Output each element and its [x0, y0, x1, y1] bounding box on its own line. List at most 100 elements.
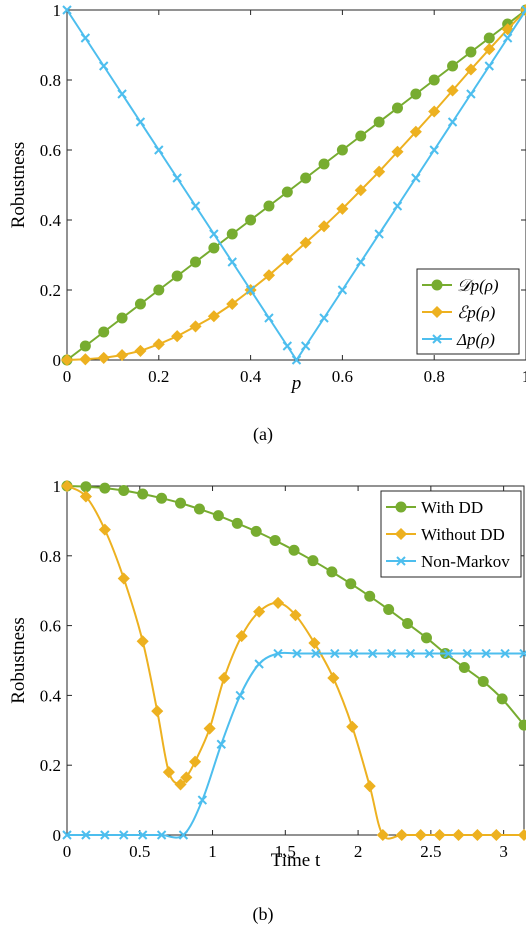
data-point: [154, 145, 164, 155]
data-point: [318, 158, 330, 170]
data-point: [386, 648, 397, 659]
data-point: [336, 144, 348, 156]
data-point: [481, 648, 491, 659]
legend-label: 𝒟p(ρ): [457, 276, 499, 295]
data-point: [226, 297, 239, 311]
data-point: [395, 828, 408, 842]
data-point: [288, 544, 300, 556]
data-point: [308, 636, 321, 650]
data-point: [253, 605, 266, 618]
y-tick-label: 0.2: [40, 281, 61, 300]
data-point: [496, 693, 508, 705]
data-point: [245, 214, 257, 226]
data-point: [245, 285, 256, 295]
data-point: [465, 46, 477, 58]
legend-marker: [395, 501, 407, 513]
data-point: [307, 555, 319, 567]
y-tick-label: 0: [53, 826, 62, 845]
data-point: [137, 488, 149, 500]
data-point: [391, 145, 404, 158]
data-point: [502, 33, 513, 43]
data-point: [264, 313, 274, 323]
x-tick-label: 1.5: [275, 842, 296, 861]
data-point: [483, 32, 495, 44]
data-point: [174, 778, 187, 791]
data-point: [327, 671, 340, 685]
data-point: [136, 635, 149, 648]
data-point: [349, 648, 359, 659]
data-point: [500, 648, 510, 659]
data-point: [410, 88, 422, 100]
data-point: [62, 5, 72, 15]
data-point: [156, 830, 167, 840]
panel-caption: (a): [253, 424, 273, 445]
data-point: [207, 310, 220, 323]
data-point: [227, 257, 237, 267]
data-point: [291, 355, 302, 365]
data-point: [235, 630, 248, 643]
data-point: [98, 326, 110, 338]
data-point: [79, 340, 91, 352]
data-point: [172, 173, 182, 183]
data-point: [319, 313, 329, 323]
data-point: [269, 534, 281, 546]
series-2: [60, 479, 526, 842]
y-tick-label: 0.6: [40, 617, 61, 636]
y-tick-label: 0.8: [40, 71, 61, 90]
y-axis-label: Robustness: [8, 142, 29, 229]
data-point: [116, 312, 128, 324]
data-point: [429, 145, 439, 155]
data-point: [235, 690, 245, 701]
data-point: [364, 590, 376, 602]
data-point: [420, 632, 432, 644]
x-tick-label: 0: [63, 842, 72, 861]
x-tick-label: 0.5: [129, 842, 150, 861]
x-axis-label: p: [290, 373, 302, 394]
data-point: [171, 330, 184, 343]
data-point: [99, 482, 111, 494]
data-point: [311, 648, 321, 659]
data-point: [273, 648, 283, 659]
x-tick-label: 0.6: [332, 367, 353, 386]
data-point: [462, 648, 472, 659]
legend: With DD Without DD Non-Markov: [380, 490, 522, 578]
data-point: [405, 648, 416, 659]
x-tick-label: 1: [208, 842, 217, 861]
data-point: [281, 253, 294, 266]
data-point: [197, 795, 208, 805]
data-point: [411, 173, 421, 183]
legend-marker: [430, 305, 444, 319]
legend-label: With DD: [421, 498, 483, 517]
data-point: [60, 353, 74, 367]
data-point: [282, 341, 293, 351]
series-line: [66, 651, 524, 839]
data-point: [100, 830, 110, 840]
data-point: [464, 63, 477, 76]
data-point: [189, 320, 202, 333]
data-point: [119, 830, 129, 840]
x-tick-label: 2.5: [420, 842, 441, 861]
data-point: [178, 830, 189, 840]
data-point: [292, 648, 302, 659]
data-point: [171, 270, 183, 282]
data-point: [218, 671, 231, 685]
data-point: [216, 739, 226, 749]
data-point: [62, 830, 72, 840]
data-point: [356, 257, 366, 267]
data-point: [300, 172, 312, 184]
data-point: [501, 23, 514, 36]
y-tick-label: 0.4: [40, 211, 62, 230]
data-point: [117, 89, 127, 99]
data-point: [175, 497, 187, 509]
data-point: [156, 492, 168, 504]
data-point: [151, 705, 164, 718]
y-tick-label: 1: [53, 477, 62, 496]
y-tick-label: 1: [53, 1, 62, 20]
data-point: [79, 490, 92, 503]
x-tick-label: 0.2: [148, 367, 169, 386]
data-point: [134, 298, 146, 310]
data-point: [134, 344, 147, 357]
x-tick-label: 0.4: [240, 367, 262, 386]
legend-marker: [431, 279, 443, 291]
data-point: [367, 648, 378, 659]
